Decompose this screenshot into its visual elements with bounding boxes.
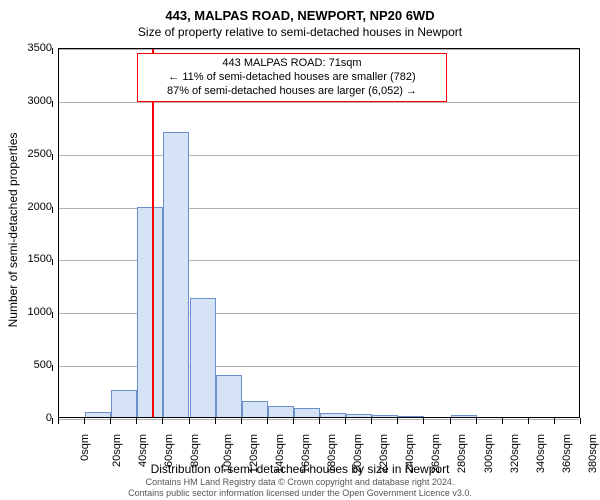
x-tick-label: 260sqm xyxy=(430,434,442,473)
y-tick xyxy=(52,101,53,107)
x-tick xyxy=(215,418,216,424)
histogram-bar xyxy=(294,408,320,418)
y-tick-label: 3000 xyxy=(12,95,52,107)
y-tick xyxy=(52,154,53,160)
x-tick xyxy=(189,418,190,424)
y-tick-label: 500 xyxy=(12,359,52,371)
footer-line-1: Contains HM Land Registry data © Crown c… xyxy=(0,477,600,487)
histogram-bar xyxy=(111,390,137,417)
page-title: 443, MALPAS ROAD, NEWPORT, NP20 6WD xyxy=(0,0,600,23)
y-tick xyxy=(52,365,53,371)
histogram-bar xyxy=(137,207,163,417)
x-tick-label: 20sqm xyxy=(111,434,123,467)
x-tick-label: 120sqm xyxy=(248,434,260,473)
x-tick-label: 80sqm xyxy=(189,434,201,467)
x-tick xyxy=(84,418,85,424)
annotation-box: 443 MALPAS ROAD: 71sqm← 11% of semi-deta… xyxy=(137,53,447,102)
plot-area: 443 MALPAS ROAD: 71sqm← 11% of semi-deta… xyxy=(58,48,580,418)
y-tick-label: 2000 xyxy=(12,201,52,213)
x-tick xyxy=(450,418,451,424)
histogram-bar xyxy=(190,298,216,417)
x-tick-label: 380sqm xyxy=(587,434,599,473)
x-tick xyxy=(502,418,503,424)
x-tick-label: 60sqm xyxy=(163,434,175,467)
histogram-bar xyxy=(398,416,424,417)
x-tick xyxy=(293,418,294,424)
x-tick xyxy=(241,418,242,424)
property-marker-line xyxy=(152,49,154,417)
x-tick-label: 200sqm xyxy=(352,434,364,473)
page-subtitle: Size of property relative to semi-detach… xyxy=(0,25,600,39)
x-tick-label: 340sqm xyxy=(535,434,547,473)
y-axis-label: Number of semi-detached properties xyxy=(6,133,20,328)
y-tick xyxy=(52,312,53,318)
annotation-line: 443 MALPAS ROAD: 71sqm xyxy=(144,57,440,71)
y-tick xyxy=(52,48,53,54)
x-tick-label: 320sqm xyxy=(509,434,521,473)
chart-page: 443, MALPAS ROAD, NEWPORT, NP20 6WD Size… xyxy=(0,0,600,500)
annotation-line: ← 11% of semi-detached houses are smalle… xyxy=(144,71,440,85)
y-tick xyxy=(52,207,53,213)
x-tick xyxy=(345,418,346,424)
annotation-line: 87% of semi-detached houses are larger (… xyxy=(144,85,440,99)
x-tick xyxy=(267,418,268,424)
x-tick xyxy=(371,418,372,424)
y-tick-label: 3500 xyxy=(12,42,52,54)
x-tick-label: 360sqm xyxy=(561,434,573,473)
y-tick-label: 2500 xyxy=(12,148,52,160)
x-tick xyxy=(580,418,581,424)
attribution-footer: Contains HM Land Registry data © Crown c… xyxy=(0,477,600,498)
x-tick-label: 40sqm xyxy=(137,434,149,467)
x-tick xyxy=(58,418,59,424)
x-tick xyxy=(136,418,137,424)
gridline xyxy=(59,155,579,156)
x-tick xyxy=(110,418,111,424)
histogram-bar xyxy=(85,412,111,417)
histogram-bar xyxy=(372,415,398,417)
x-tick-label: 100sqm xyxy=(222,434,234,473)
x-tick-label: 280sqm xyxy=(457,434,469,473)
x-tick-label: 240sqm xyxy=(404,434,416,473)
x-tick-label: 180sqm xyxy=(326,434,338,473)
x-tick-label: 160sqm xyxy=(300,434,312,473)
histogram-bar xyxy=(216,375,242,417)
y-tick-label: 1500 xyxy=(12,253,52,265)
x-tick xyxy=(476,418,477,424)
x-tick xyxy=(528,418,529,424)
y-tick-label: 1000 xyxy=(12,306,52,318)
histogram-bar xyxy=(242,401,268,417)
x-tick xyxy=(423,418,424,424)
histogram-bar xyxy=(163,132,189,417)
footer-line-2: Contains public sector information licen… xyxy=(0,488,600,498)
x-tick xyxy=(397,418,398,424)
gridline xyxy=(59,49,579,50)
x-tick-label: 220sqm xyxy=(378,434,390,473)
y-tick-label: 0 xyxy=(12,412,52,424)
histogram-bar xyxy=(346,414,372,417)
x-tick xyxy=(162,418,163,424)
x-tick xyxy=(554,418,555,424)
histogram-bar xyxy=(451,415,477,417)
y-tick xyxy=(52,418,53,424)
x-tick-label: 140sqm xyxy=(274,434,286,473)
x-tick-label: 0sqm xyxy=(79,434,91,461)
y-tick xyxy=(52,259,53,265)
histogram-bar xyxy=(268,406,294,417)
x-tick xyxy=(319,418,320,424)
x-tick-label: 300sqm xyxy=(483,434,495,473)
histogram-bar xyxy=(320,413,346,417)
